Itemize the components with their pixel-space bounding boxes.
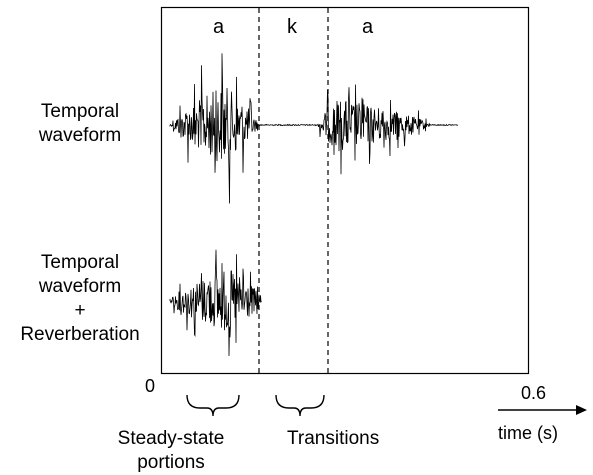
waveform-clean-trace (169, 53, 459, 204)
time-axis-arrowhead (576, 405, 587, 415)
waveform-clean (169, 53, 459, 204)
waveform-reverberant (169, 249, 262, 357)
axis-start-label: 0 (145, 376, 156, 396)
bracket-transitions (275, 394, 325, 417)
annotation-steady-state-line2: portions (137, 452, 205, 473)
waveform-reverberant-trace (169, 249, 262, 357)
annotation-steady-state: Steady-state portions (106, 427, 236, 475)
axis-time-label: time (s) (498, 423, 558, 443)
annotation-steady-state-line1: Steady-state (117, 428, 225, 449)
row-label-bottom-line3: + (74, 300, 86, 321)
phoneme-label-a2: a (362, 16, 374, 38)
row-label-top-line1: Temporal (40, 101, 120, 122)
bracket-steady-state (186, 394, 240, 417)
row-label-top-line2: waveform (38, 125, 122, 146)
row-label-temporal-waveform: Temporal waveform (20, 100, 140, 148)
phoneme-label-a1: a (213, 16, 225, 38)
phoneme-label-k: k (287, 16, 297, 38)
row-label-waveform-reverberation: Temporal waveform + Reverberation (10, 251, 150, 347)
row-label-bottom-line1: Temporal (40, 252, 120, 273)
axis-end-label: 0.6 (521, 383, 547, 403)
annotation-transitions: Transitions (287, 428, 380, 449)
plot-frame (160, 6, 530, 375)
row-label-bottom-line4: Reverberation (20, 324, 140, 345)
row-label-bottom-line2: waveform (38, 276, 122, 297)
